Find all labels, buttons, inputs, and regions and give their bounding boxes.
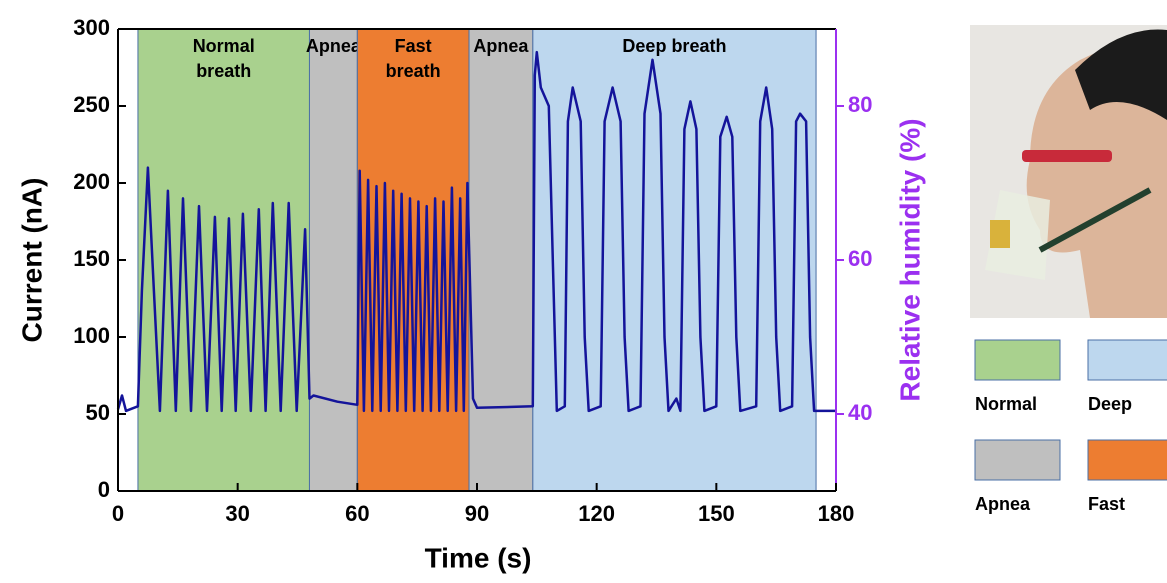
y2-tick-label: 40 (848, 400, 872, 425)
y2-axis-label: Relative humidity (%) (894, 118, 925, 401)
region-label: Fast breath (386, 36, 441, 81)
legend-label: Apnea (975, 494, 1031, 514)
legend-label: Normal (975, 394, 1037, 414)
photo (970, 25, 1167, 319)
region-label: Apnea (473, 36, 529, 56)
x-tick-label: 150 (698, 501, 735, 526)
legend-label: Deep (1088, 394, 1132, 414)
y-tick-label: 150 (73, 246, 110, 271)
y-tick-label: 300 (73, 15, 110, 40)
legend-swatch (1087, 439, 1167, 481)
legend-swatch (974, 439, 1061, 481)
y-tick-label: 250 (73, 92, 110, 117)
x-tick-label: 0 (112, 501, 124, 526)
region-label: Normal breath (193, 36, 255, 81)
y-tick-label: 200 (73, 169, 110, 194)
x-tick-label: 30 (225, 501, 249, 526)
x-tick-label: 60 (345, 501, 369, 526)
y2-tick-label: 60 (848, 246, 872, 271)
x-tick-label: 90 (465, 501, 489, 526)
y-axis-label: Current (nA) (16, 178, 47, 343)
region (308, 28, 358, 492)
y-tick-label: 0 (98, 477, 110, 502)
legend-swatch (974, 339, 1061, 381)
y2-tick-label: 80 (848, 92, 872, 117)
x-tick-label: 180 (818, 501, 855, 526)
y-tick-label: 100 (73, 323, 110, 348)
y-tick-label: 50 (86, 400, 110, 425)
x-axis-label: Time (s) (425, 542, 532, 573)
legend-swatch (1087, 339, 1167, 381)
region (137, 28, 310, 492)
region-label: Apnea (306, 36, 362, 56)
data-line (116, 50, 836, 413)
x-tick-label: 120 (578, 501, 615, 526)
legend-label: Fast (1088, 494, 1125, 514)
region-label: Deep breath (622, 36, 726, 56)
region (468, 28, 534, 492)
